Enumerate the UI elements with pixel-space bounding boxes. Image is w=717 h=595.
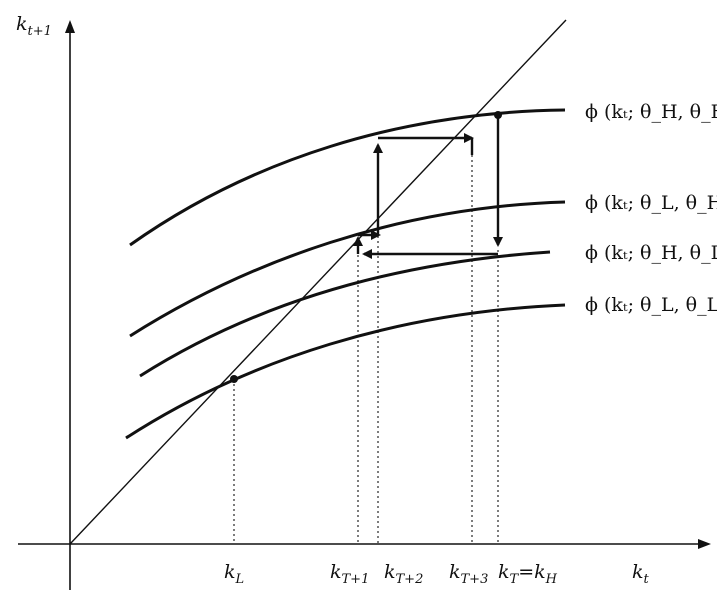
transition-path (353, 115, 503, 259)
curve-theta-l-theta-h (129, 200, 566, 338)
forty-five-degree-line (69, 19, 567, 545)
x-axis-arrowhead (698, 539, 711, 549)
y-axis-arrowhead (65, 20, 75, 33)
curve-label-theta-h-theta-l: ϕ (kₜ; θ_H, θ_L) (585, 242, 717, 264)
drop-lines (233, 140, 499, 544)
x-axis-label: kt (632, 561, 650, 587)
curve-theta-h-theta-h (129, 108, 566, 247)
y-axis-label: kt+1 (16, 13, 52, 39)
curve-label-theta-l-theta-h: ϕ (kₜ; θ_L, θ_H) (585, 192, 717, 214)
curve-theta-l-theta-l (125, 303, 566, 440)
curve-label-theta-l-theta-l: ϕ (kₜ; θ_L, θ_L) (585, 294, 717, 316)
tick-label-k-t-eq-k-h: kT=kH (498, 561, 558, 587)
curve-label-theta-h-theta-h: ϕ (kₜ; θ_H, θ_H) (585, 101, 717, 123)
tick-label-k-t3: kT+3 (449, 561, 488, 587)
curve-theta-h-theta-l (139, 250, 551, 378)
tick-label-k-l: kL (224, 561, 244, 587)
tick-label-k-t2: kT+2 (384, 561, 423, 587)
tick-label-k-t1: kT+1 (330, 561, 369, 587)
